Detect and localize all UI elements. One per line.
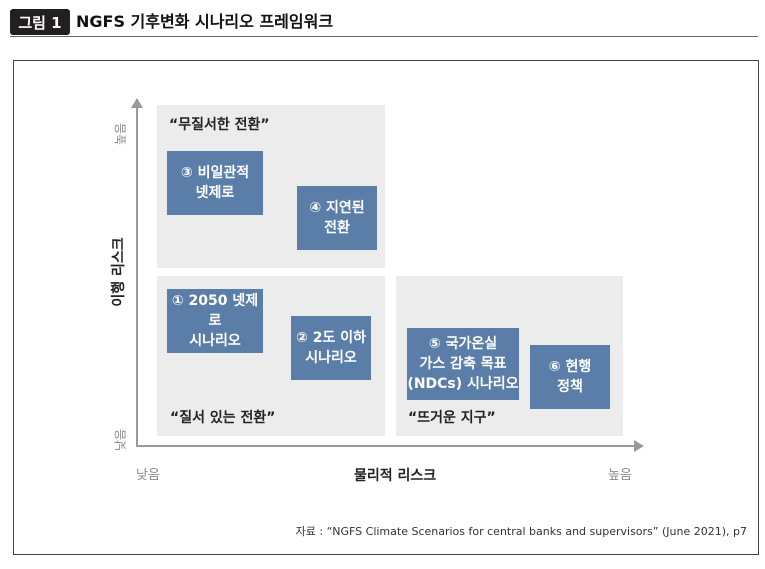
- scenario-line: ③ 비일관적: [180, 164, 250, 181]
- scenario-line: 시나리오: [305, 350, 357, 366]
- figure-label: 그림 1: [10, 9, 70, 35]
- x-axis-low-label: 낮음: [136, 468, 160, 483]
- diagram-frame: [13, 60, 759, 555]
- scenario-line: ① 2050 넷제로: [171, 292, 259, 329]
- y-axis-low-label: 낮음: [113, 428, 128, 452]
- scenario-line: 정책: [557, 379, 583, 395]
- scenario-box-divergent-net-zero: ③ 비일관적 넷제로: [167, 151, 263, 215]
- quadrant-label-disorderly: “무질서한 전환”: [169, 117, 270, 133]
- scenario-box-delayed-transition: ④ 지연된 전환: [297, 186, 377, 250]
- scenario-box-ndcs: ⑤ 국가온실 가스 감축 목표 (NDCs) 시나리오: [407, 328, 519, 400]
- quadrant-label-hot-house: “뜨거운 지구”: [408, 410, 496, 426]
- title-divider: [10, 36, 758, 37]
- scenario-box-current-policies: ⑥ 현행 정책: [530, 345, 610, 409]
- scenario-line: 시나리오: [189, 333, 241, 350]
- scenario-line: ④ 지연된: [309, 199, 365, 216]
- scenario-box-net-zero-2050: ① 2050 넷제로 시나리오: [167, 289, 263, 353]
- x-axis-arrow-icon: [634, 440, 644, 452]
- quadrant-label-orderly: “질서 있는 전환”: [170, 410, 276, 426]
- x-axis-title: 물리적 리스크: [354, 468, 437, 484]
- scenario-line: 넷제로: [195, 185, 235, 201]
- y-axis-line: [136, 106, 138, 446]
- scenario-line: 가스 감축 목표: [419, 355, 507, 372]
- y-axis-arrow-icon: [131, 98, 143, 108]
- scenario-box-below-2c: ② 2도 이하 시나리오: [291, 316, 371, 380]
- y-axis-high-label: 높음: [113, 122, 128, 146]
- source-note: 자료 : “NGFS Climate Scenarios for central…: [295, 525, 747, 538]
- scenario-line: ⑤ 국가온실: [428, 335, 498, 352]
- scenario-line: ⑥ 현행: [548, 358, 592, 375]
- x-axis-line: [136, 445, 636, 447]
- y-axis-title: 이행 리스크: [111, 237, 127, 307]
- figure-title: NGFS 기후변화 시나리오 프레임워크: [76, 12, 334, 31]
- scenario-line: 전환: [324, 220, 350, 236]
- scenario-line: (NDCs) 시나리오: [407, 376, 519, 393]
- scenario-line: ② 2도 이하: [296, 329, 366, 346]
- x-axis-high-label: 높음: [608, 468, 632, 483]
